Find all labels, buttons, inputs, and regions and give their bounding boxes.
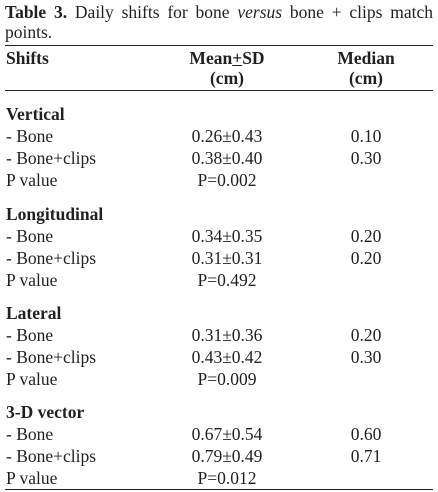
caption-label: Table 3. xyxy=(5,2,68,22)
section-title: Lateral xyxy=(6,303,62,323)
table-row: - Bone+clips 0.79±0.49 0.71 xyxy=(0,445,438,467)
row-label: P value xyxy=(6,270,58,290)
header-mean-text: Mean xyxy=(189,48,233,68)
header-mean-sd-line1: Mean+SD xyxy=(152,48,302,68)
section-title: Longitudinal xyxy=(6,204,104,224)
section-title-row: 3-D vector xyxy=(0,401,438,423)
row-label: - Bone xyxy=(6,226,54,246)
row-mean-sd: 0.67±0.54 xyxy=(191,424,263,444)
section-title: Vertical xyxy=(6,104,65,124)
section-title-row: Longitudinal xyxy=(0,203,438,225)
row-mean-sd: 0.34±0.35 xyxy=(191,226,263,246)
row-median: 0.30 xyxy=(350,347,382,367)
row-median: 0.60 xyxy=(350,424,382,444)
row-p-value: P=0.009 xyxy=(197,369,257,389)
row-mean-sd: 0.79±0.49 xyxy=(191,446,263,466)
row-median: 0.20 xyxy=(350,226,382,246)
row-label: - Bone xyxy=(6,424,54,444)
top-rule xyxy=(5,45,433,46)
row-label: P value xyxy=(6,468,58,488)
table-row: P value P=0.012 xyxy=(0,467,438,489)
row-median: 0.30 xyxy=(350,148,382,168)
row-label: - Bone xyxy=(6,126,54,146)
header-median-line1: Median xyxy=(337,48,395,68)
header-median-unit: (cm) xyxy=(348,68,383,88)
row-p-value: P=0.012 xyxy=(197,468,257,488)
row-median: 0.20 xyxy=(350,325,382,345)
row-mean-sd: 0.26±0.43 xyxy=(191,126,263,146)
row-mean-sd: 0.43±0.42 xyxy=(191,347,263,367)
table-caption: Table 3. Daily shifts for bone versus bo… xyxy=(5,2,433,42)
row-mean-sd: 0.38±0.40 xyxy=(191,148,263,168)
row-median: 0.10 xyxy=(350,126,382,146)
header-shifts: Shifts xyxy=(6,48,49,68)
bottom-rule xyxy=(5,489,433,490)
table-row: P value P=0.492 xyxy=(0,269,438,291)
caption-text-after: bone + clips match points. xyxy=(5,2,433,42)
row-label: P value xyxy=(6,170,58,190)
table-row: - Bone 0.67±0.54 0.60 xyxy=(0,423,438,445)
header-median: Median (cm) xyxy=(306,48,426,88)
table-row: - Bone+clips 0.38±0.40 0.30 xyxy=(0,147,438,169)
header-sd-text: SD xyxy=(242,48,265,68)
row-label: P value xyxy=(6,369,58,389)
row-mean-sd: 0.31±0.31 xyxy=(191,248,263,268)
row-label: - Bone+clips xyxy=(6,148,97,168)
row-p-value: P=0.492 xyxy=(197,270,257,290)
section-title-row: Vertical xyxy=(0,103,438,125)
header-mean-sd-unit: (cm) xyxy=(209,68,244,88)
row-label: - Bone xyxy=(6,325,54,345)
table-row: - Bone 0.34±0.35 0.20 xyxy=(0,225,438,247)
row-median: 0.71 xyxy=(350,446,382,466)
table-row: P value P=0.009 xyxy=(0,368,438,390)
section-title-row: Lateral xyxy=(0,302,438,324)
header-plusminus-symbol: + xyxy=(232,48,243,68)
row-p-value: P=0.002 xyxy=(197,170,257,190)
table-row: - Bone 0.26±0.43 0.10 xyxy=(0,125,438,147)
row-label: - Bone+clips xyxy=(6,446,97,466)
caption-text-before: Daily shifts for bone xyxy=(67,2,238,22)
row-label: - Bone+clips xyxy=(6,347,97,367)
table-row: P value P=0.002 xyxy=(0,169,438,191)
table-row: - Bone+clips 0.43±0.42 0.30 xyxy=(0,346,438,368)
header-mean-sd: Mean+SD (cm) xyxy=(152,48,302,88)
row-mean-sd: 0.31±0.36 xyxy=(191,325,263,345)
row-median: 0.20 xyxy=(350,248,382,268)
caption-text-italic: versus xyxy=(237,2,283,22)
header-rule xyxy=(5,90,433,91)
row-label: - Bone+clips xyxy=(6,248,97,268)
table-row: - Bone 0.31±0.36 0.20 xyxy=(0,324,438,346)
section-title: 3-D vector xyxy=(6,402,85,422)
table-row: - Bone+clips 0.31±0.31 0.20 xyxy=(0,247,438,269)
